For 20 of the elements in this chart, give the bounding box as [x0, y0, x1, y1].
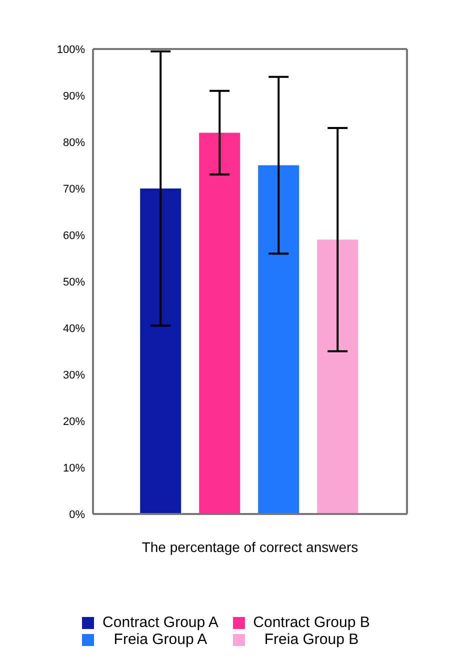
bar [199, 132, 240, 514]
x-axis-title: The percentage of correct answers [142, 539, 358, 555]
y-tick-label: 10% [62, 462, 86, 474]
y-tick-label: 20% [62, 416, 86, 428]
y-tick-label: 80% [62, 136, 86, 149]
bar [317, 240, 358, 514]
legend-label: Contract Group A [102, 614, 220, 631]
y-tick-label: 90% [62, 90, 86, 102]
y-tick-label: 50% [62, 276, 86, 288]
legend-label: Contract Group B [252, 614, 371, 631]
bar [140, 188, 182, 514]
y-tick-label: 100% [56, 44, 86, 56]
y-tick-label: 70% [62, 183, 86, 196]
legend-label: Freia Group A [112, 631, 208, 648]
y-tick-label: 0% [69, 508, 86, 521]
y-tick-label: 30% [62, 369, 86, 382]
bar [258, 165, 300, 514]
y-tick-label: 60% [62, 230, 86, 242]
y-tick-label: 40% [62, 322, 86, 335]
legend-label: Freia Group B [263, 631, 360, 648]
